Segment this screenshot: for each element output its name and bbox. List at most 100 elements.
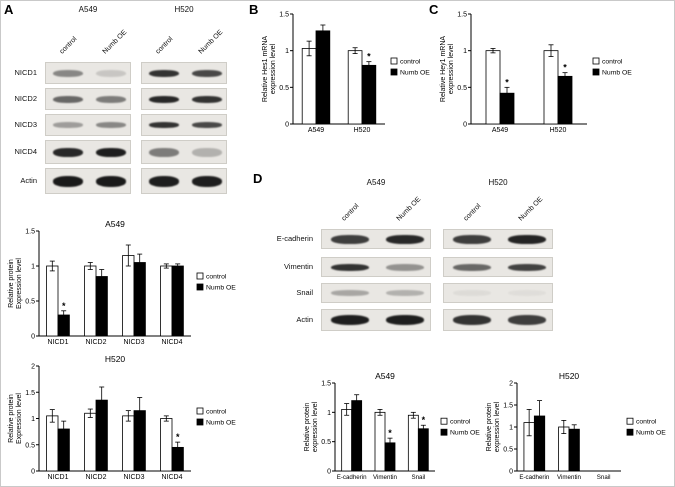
- cell-line-label: H520: [488, 178, 508, 187]
- x-category-label: Snail: [597, 474, 611, 481]
- blot-strip-nicd2: [45, 88, 131, 110]
- y-axis-label: Relative protein: [8, 394, 15, 443]
- legend-label: control: [400, 59, 421, 66]
- protein-band: [52, 95, 83, 103]
- y-tick-label: 1: [285, 48, 289, 55]
- y-tick-label: 1.5: [279, 12, 289, 19]
- protein-band: [191, 95, 222, 103]
- x-category-label: A549: [308, 127, 324, 134]
- bar-chart-svg: 0 0.5 1 1.5 E-cadherin Vimentin * Snail * A549 Rel…: [304, 371, 480, 481]
- lane-label: control: [154, 35, 174, 56]
- protein-band: [148, 175, 179, 187]
- blot-strip-vimentin: [321, 257, 431, 277]
- bar-chart-svg: 0 0.5 1 1.5 NICD1 * NICD2 NICD3 NICD4 A549 Relativ…: [8, 219, 236, 346]
- x-category-label: NICD3: [123, 339, 144, 346]
- y-tick-label: 0: [285, 122, 289, 129]
- bar-control: [160, 265, 173, 337]
- protein-band: [330, 290, 369, 296]
- panel-a-label: A: [4, 2, 14, 17]
- y-tick-label: 1.5: [503, 403, 513, 410]
- legend-label: control: [602, 59, 623, 66]
- blot-strip-nicd2: [141, 88, 227, 110]
- legend-label: Numb OE: [206, 420, 236, 427]
- x-category-label: NICD2: [85, 474, 106, 481]
- lane-label: control: [340, 202, 360, 223]
- bar-control: [122, 255, 135, 337]
- y-tick-label: 1: [31, 416, 35, 423]
- legend-label: Numb OE: [602, 70, 632, 77]
- chart-hes1-mrna: 0 0.5 1 1.5 A549 H520 * Relative Hes1 mRNA expre…: [261, 6, 433, 139]
- y-tick-label: 1: [509, 425, 513, 432]
- blot-strip-nicd4: [45, 140, 131, 164]
- legend-swatch-numb-oe: [592, 68, 600, 76]
- significance-star: *: [176, 432, 180, 442]
- protein-band: [95, 147, 126, 157]
- panel-a-western-blots: A549 control Numb OE H520 control Numb OE NICD…: [7, 4, 231, 216]
- protein-band: [95, 122, 126, 128]
- lane-label: control: [462, 202, 482, 223]
- chart-title: H520: [559, 371, 580, 381]
- blot-strip-actin: [45, 168, 131, 194]
- panel-c-label: C: [429, 2, 439, 17]
- bar-control: [347, 50, 363, 125]
- bar-numb-oe: [133, 262, 146, 337]
- legend-swatch-numb-oe: [196, 418, 204, 426]
- significance-star: *: [62, 301, 66, 311]
- x-category-label: E-cadherin: [337, 474, 367, 481]
- y-tick-label: 0.5: [457, 85, 467, 92]
- y-axis-label: Relative Hes1 mRNA: [262, 36, 269, 102]
- blot-strip-vimentin: [443, 257, 553, 277]
- y-tick-label: 0.5: [321, 439, 331, 446]
- blot-strip-e-cadherin: [321, 229, 431, 249]
- protein-band: [52, 69, 83, 77]
- y-axis-label: expression level: [448, 43, 455, 94]
- protein-band: [191, 147, 222, 157]
- legend-swatch-numb-oe: [196, 283, 204, 291]
- lane-label: Numb OE: [101, 28, 128, 56]
- significance-star: *: [563, 63, 567, 73]
- blot-strip-nicd3: [141, 114, 227, 136]
- y-tick-label: 1.5: [321, 381, 331, 388]
- legend-swatch-numb-oe: [440, 428, 448, 436]
- protein-band: [191, 69, 222, 77]
- protein-band: [148, 95, 179, 103]
- blot-strip-snail: [321, 283, 431, 303]
- blot-row-label: Snail: [296, 288, 313, 297]
- panel-d-western-blots: A549 control Numb OE H520 control Numb OE E-ca…: [261, 177, 559, 359]
- bar-control: [374, 411, 386, 472]
- blot-row-label: E-cadherin: [276, 234, 313, 243]
- bar-control: [543, 50, 559, 125]
- bar-chart-svg: 0 0.5 1 1.5 2 E-cadherin Vimentin Snail H520 Rela…: [486, 371, 666, 481]
- y-axis-label: expression level: [270, 43, 277, 94]
- protein-band: [385, 290, 424, 296]
- blot-strip-actin: [141, 168, 227, 194]
- lane-label: Numb OE: [395, 195, 422, 223]
- legend-swatch-numb-oe: [390, 68, 398, 76]
- x-category-label: NICD4: [161, 339, 182, 346]
- bar-numb-oe: [351, 400, 363, 472]
- legend-swatch-control: [196, 272, 204, 280]
- x-category-label: H520: [354, 127, 371, 134]
- bar-control: [160, 418, 173, 472]
- legend-swatch-numb-oe: [626, 428, 634, 436]
- chart-hey1-mrna: 0 0.5 1 1.5 A549 * H520 * Relative Hey1 mRNA expr…: [439, 6, 635, 139]
- chart-title: H520: [105, 354, 126, 364]
- y-axis-label: Expression level: [16, 258, 23, 309]
- chart-d-a549-protein: 0 0.5 1 1.5 E-cadherin Vimentin * Snail * A549 Rel…: [303, 370, 483, 486]
- bar-control: [122, 415, 135, 472]
- cell-line-label: H520: [174, 5, 194, 14]
- protein-band: [507, 315, 546, 325]
- x-category-label: H520: [550, 127, 567, 134]
- significance-star: *: [388, 428, 392, 438]
- bar-chart-svg: 0 0.5 1 1.5 A549 H520 * Relative Hes1 mRNA expre…: [262, 12, 430, 135]
- x-category-label: NICD4: [161, 474, 182, 481]
- significance-star: *: [505, 77, 509, 87]
- blot-row-label: NICD3: [14, 120, 37, 129]
- cell-line-label: A549: [366, 178, 386, 187]
- lane-label: Numb OE: [197, 28, 224, 56]
- bar-control: [407, 414, 419, 472]
- y-axis-label: expression level: [312, 401, 319, 452]
- blot-strip-nicd3: [45, 114, 131, 136]
- bar-control: [84, 265, 97, 337]
